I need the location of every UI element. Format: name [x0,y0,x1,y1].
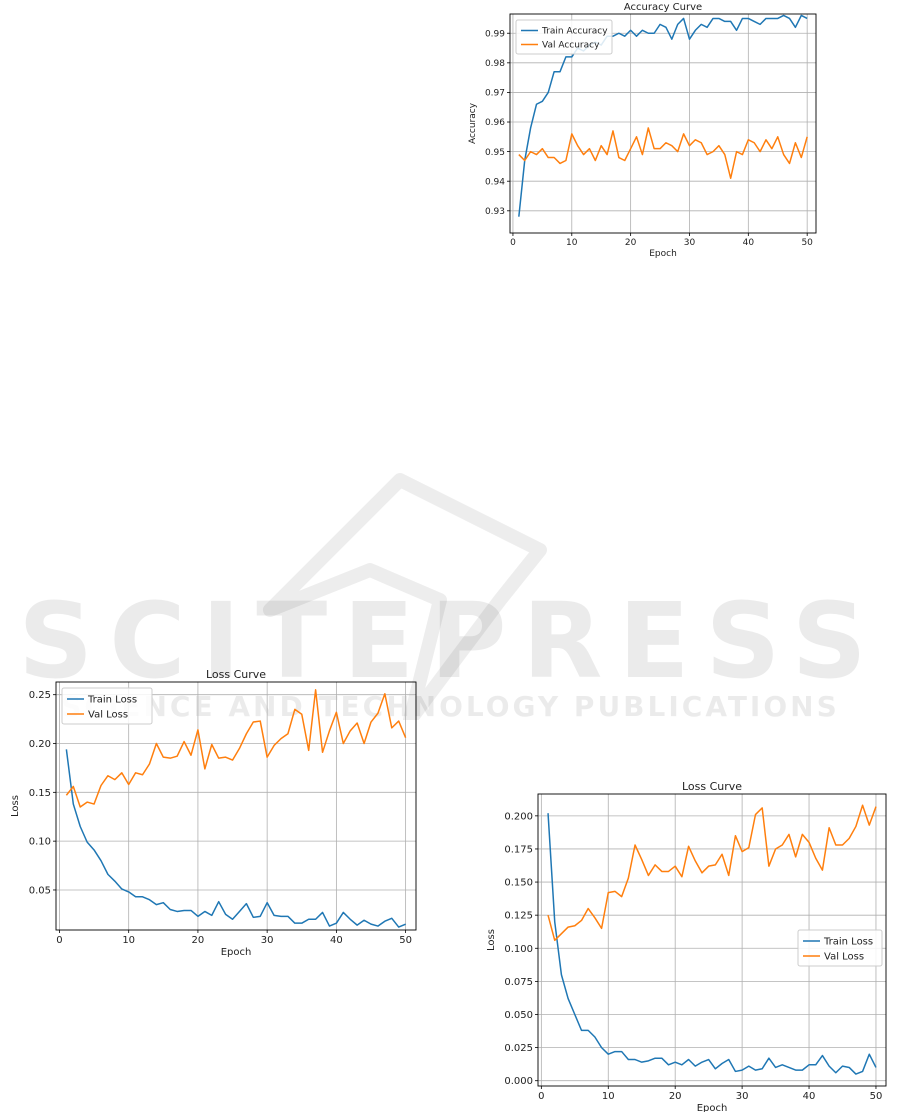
plot-frame [509,13,817,234]
y-tick-label: 0.99 [485,29,505,39]
y-tick-label: 0.97 [485,89,505,99]
x-tick-label: 10 [122,935,135,946]
x-tick-label: 20 [669,1091,682,1102]
y-tick-label: 0.150 [504,878,533,889]
y-tick-label: 0.05 [29,885,51,896]
y-tick-label: 0.20 [29,739,51,750]
x-tick-label: 50 [801,238,813,248]
y-tick-label: 0.100 [504,944,533,955]
legend-label: Train Loss [823,937,873,948]
legend-label: Val Loss [88,710,128,721]
legend: Train Accuracy Val Accuracy [515,19,613,55]
y-tick-label: 0.175 [504,844,533,855]
loss-chart-right: 0 10 20 30 40 50 0.000 0.025 0.050 0.075 0.100 0.12… [486,780,887,1112]
legend-box [797,929,883,967]
y-tick-label: 0.95 [485,148,505,158]
x-tick-label: 0 [538,1091,544,1102]
x-tick-label: 10 [602,1091,615,1102]
chart-title: Loss Curve [206,668,266,681]
x-tick-label: 10 [566,238,578,248]
y-tick-label: 0.200 [504,811,533,822]
legend-box [61,687,153,725]
legend-label: Train Accuracy [541,27,608,37]
x-tick-label: 30 [684,238,696,248]
x-tick-label: 20 [625,238,637,248]
x-tick-label: 0 [56,935,62,946]
y-tick-label: 0.96 [485,118,505,128]
y-tick-label: 0.25 [29,690,51,701]
x-axis-label: Epoch [649,249,677,259]
plot-frame [55,681,417,931]
x-axis-label: Epoch [221,947,252,958]
series-line-val-accuracy [518,127,808,179]
x-axis-label: Epoch [697,1103,728,1112]
legend-label: Train Loss [87,695,137,706]
y-tick-label: 0.025 [504,1043,533,1054]
plot-frame [537,793,887,1087]
y-axis-label: Loss [486,929,497,951]
y-tick-label: 0.15 [29,788,51,799]
legend: Train Loss Val Loss [61,687,153,725]
x-tick-label: 0 [510,238,516,248]
x-tick-label: 30 [261,935,274,946]
legend-box [515,19,613,55]
y-tick-label: 0.94 [485,177,505,187]
y-tick-label: 0.98 [485,59,505,69]
y-tick-label: 0.93 [485,207,505,217]
x-tick-label: 50 [870,1091,883,1102]
chart-grid [510,14,816,233]
legend-label: Val Accuracy [542,41,600,51]
legend: Train Loss Val Loss [797,929,883,967]
x-tick-label: 50 [399,935,412,946]
x-tick-label: 40 [803,1091,816,1102]
series-line-val-loss [65,689,407,808]
legend-label: Val Loss [824,952,864,963]
loss-chart-left: 0 10 20 30 40 50 0.05 0.10 0.15 0.20 0.25 Loss Curv… [10,668,417,958]
chart-title: Accuracy Curve [624,2,702,13]
accuracy-chart: 0 10 20 30 40 50 0.93 0.94 0.95 0.96 0.97 0.98 0.99 A… [468,2,817,259]
y-tick-label: 0.000 [504,1076,533,1087]
y-axis-label: Accuracy [468,102,478,144]
series-line-train-loss [547,813,877,1075]
series-line-train-accuracy [518,14,808,217]
y-tick-label: 0.050 [504,1010,533,1021]
x-tick-label: 40 [743,238,755,248]
y-tick-label: 0.125 [504,911,533,922]
x-tick-label: 30 [736,1091,749,1102]
x-tick-label: 20 [192,935,205,946]
y-tick-label: 0.075 [504,977,533,988]
chart-title: Loss Curve [682,780,742,793]
y-axis-label: Loss [10,795,21,817]
y-tick-label: 0.10 [29,837,51,848]
series-line-train-loss [65,749,406,928]
x-tick-label: 40 [330,935,343,946]
series-line-val-loss [547,804,877,942]
chart-grid [538,794,886,1086]
